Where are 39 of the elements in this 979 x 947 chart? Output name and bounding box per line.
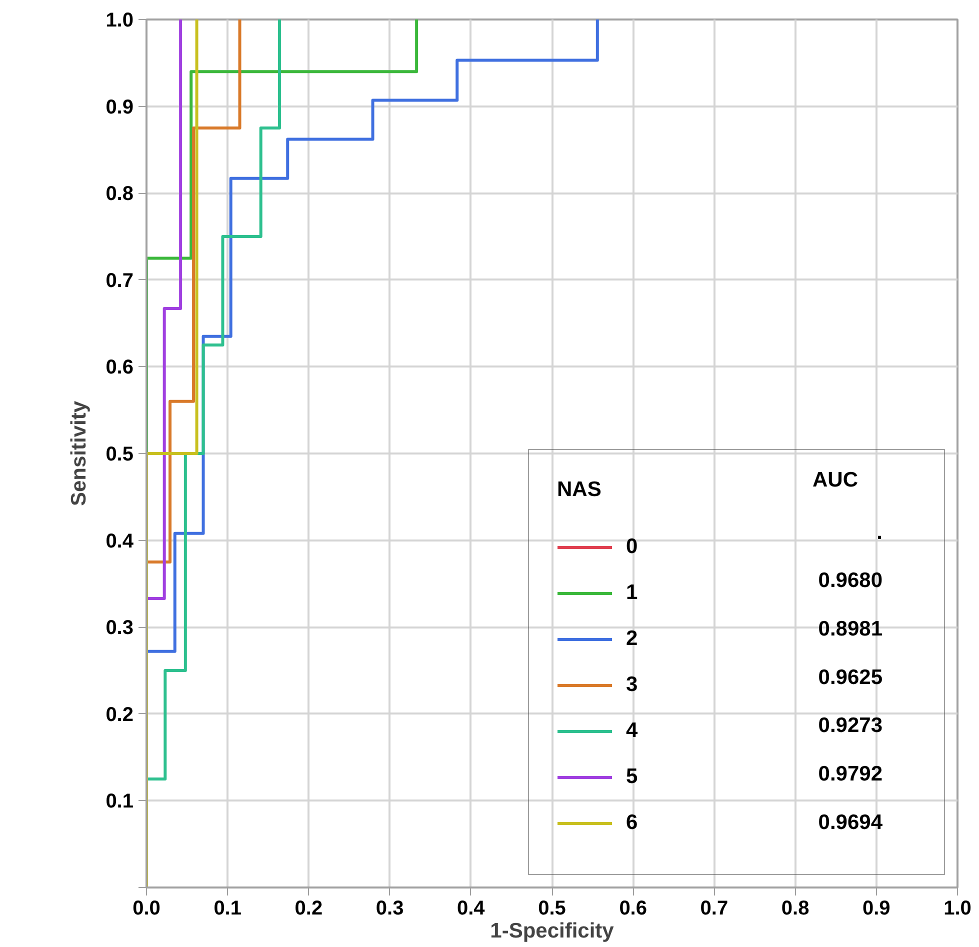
x-tick-label: 0.6 <box>619 898 648 920</box>
legend-label: 2 <box>626 627 638 650</box>
y-tick-label: 0.4 <box>106 530 134 552</box>
y-tick-label: 0.6 <box>106 356 134 379</box>
legend-label: 4 <box>626 719 638 742</box>
annotation: 0.9680 <box>818 569 883 592</box>
legend-label: 5 <box>626 765 638 788</box>
legend-label: 3 <box>626 673 638 696</box>
annotation: 0.9273 <box>818 714 883 738</box>
y-tick-label: 0.2 <box>106 704 134 726</box>
y-tick-label: 0.3 <box>106 617 134 640</box>
annotation: 0.9792 <box>818 762 883 786</box>
x-tick-label: 0.8 <box>781 898 810 920</box>
y-tick-label: 0.9 <box>106 96 134 118</box>
y-tick-label: 0.7 <box>106 270 134 292</box>
y-axis-title: Sensitivity <box>68 400 91 506</box>
annotation: AUC <box>812 468 858 492</box>
x-tick-label: 0.5 <box>538 898 566 920</box>
x-tick-label: 0.4 <box>457 898 486 920</box>
x-tick-label: 0.9 <box>862 898 890 920</box>
x-tick-label: 0.7 <box>700 898 728 920</box>
legend-label: 0 <box>626 535 638 558</box>
y-tick-label: 0.8 <box>106 183 134 206</box>
y-tick-label: 1.0 <box>106 10 134 32</box>
legend-label: 1 <box>626 581 638 604</box>
x-tick-label: 0.0 <box>132 898 160 920</box>
legend-label: 6 <box>626 811 638 834</box>
x-tick-label: 0.3 <box>376 898 404 920</box>
legend-title: NAS <box>557 478 602 501</box>
y-tick-label: 0.5 <box>106 444 134 466</box>
x-tick-label: 1.0 <box>944 898 972 920</box>
annotation: . <box>876 520 883 544</box>
annotation: 0.8981 <box>818 617 883 640</box>
annotation: 0.9694 <box>818 810 883 834</box>
annotation: 0.9625 <box>818 666 883 689</box>
y-tick-label: 0.1 <box>106 790 134 813</box>
x-tick-label: 0.1 <box>214 898 242 920</box>
x-axis-title: 1-Specificity <box>490 920 614 942</box>
x-tick-label: 0.2 <box>294 898 323 920</box>
